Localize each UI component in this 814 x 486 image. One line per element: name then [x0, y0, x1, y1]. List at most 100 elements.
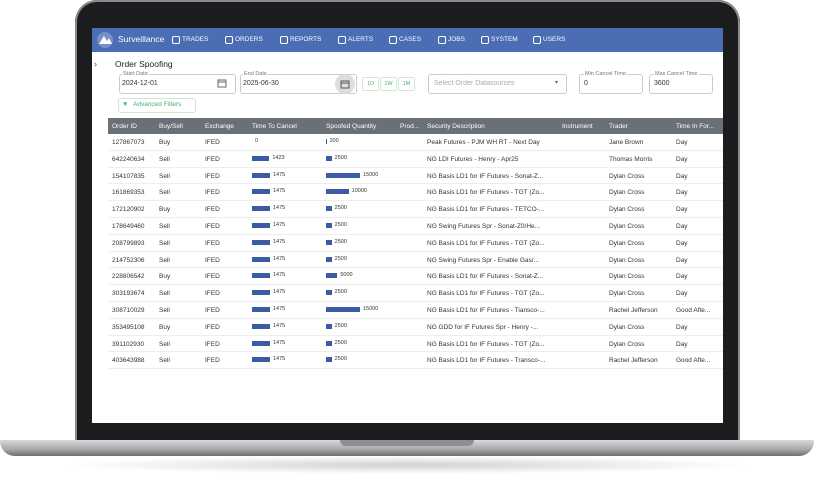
column-header[interactable]: Buy/Sell	[159, 123, 183, 130]
column-header[interactable]: Order ID	[112, 123, 137, 130]
cell-value: 2500	[334, 222, 347, 228]
table-row[interactable]	[108, 201, 723, 218]
table-row[interactable]	[108, 285, 723, 302]
range-button[interactable]: 1D	[362, 77, 379, 91]
table-row[interactable]	[108, 134, 723, 151]
cell-value: 2500	[334, 356, 347, 363]
cell: NG Basis LD1 for IF Futures - TGT (Zo...	[427, 239, 545, 247]
cell-value: 1475	[273, 339, 286, 346]
table-row[interactable]	[108, 151, 723, 168]
cell-value: 1475	[273, 322, 286, 329]
column-header[interactable]: Security Description	[427, 123, 485, 130]
column-header[interactable]: Trader	[609, 123, 628, 130]
cell: Sell	[159, 239, 170, 247]
inline-bar	[326, 206, 332, 212]
nav-item[interactable]: USERS	[543, 36, 566, 43]
cell: 172120902	[112, 206, 145, 214]
column-header[interactable]: Time In For...	[676, 123, 715, 130]
range-button[interactable]: 1M	[398, 77, 415, 91]
cell: Day	[676, 239, 688, 247]
column-header[interactable]: Exchange	[205, 123, 234, 130]
cell: Day	[676, 256, 688, 264]
cell-value: 200	[329, 138, 339, 144]
cell: Sell	[159, 172, 170, 180]
datasource-select[interactable]	[428, 74, 567, 94]
cell-value: 2500	[334, 205, 347, 212]
table-row[interactable]	[108, 252, 723, 269]
nav-icon	[533, 36, 541, 44]
cell: Day	[676, 189, 688, 197]
table-row[interactable]	[108, 184, 723, 202]
nav-item[interactable]: ALERTS	[348, 36, 374, 43]
cell: Dylan Cross	[609, 290, 645, 298]
dropdown-arrow: ▾	[555, 80, 559, 86]
inline-bar	[326, 357, 332, 363]
cell: Sell	[159, 223, 170, 230]
table-row[interactable]	[108, 352, 723, 370]
cell: Sell	[159, 189, 170, 197]
range-button[interactable]: 1W	[380, 77, 397, 91]
field-label: Min Cancel Time	[584, 71, 627, 77]
inline-bar	[252, 172, 270, 178]
cell: NG GDD for IF Futures Spr - Henry -...	[427, 323, 539, 331]
field-value: 2025-06-30	[243, 80, 279, 87]
filter-icon: ▼	[122, 101, 129, 108]
min-cancel-field[interactable]	[579, 74, 643, 94]
column-header[interactable]: Prod...	[400, 123, 420, 130]
inline-bar	[252, 223, 270, 228]
start-date-field[interactable]	[119, 74, 236, 94]
cell: Day	[676, 206, 688, 214]
cell-value: 1475	[273, 188, 286, 195]
table-row[interactable]	[108, 319, 723, 336]
column-header[interactable]: Spoofed Quantity	[326, 123, 377, 130]
nav-item[interactable]: REPORTS	[290, 36, 322, 43]
cell: Dylan Cross	[609, 340, 645, 348]
cell: IFED	[205, 189, 220, 197]
cell: Day	[676, 155, 688, 163]
field-label: Max Cancel Time	[654, 71, 699, 77]
table-row[interactable]	[108, 302, 723, 319]
brand[interactable]: Surveillance	[118, 34, 165, 44]
table-row[interactable]	[108, 168, 723, 185]
field-value: 0	[584, 80, 588, 87]
cell: 154107835	[112, 172, 145, 180]
cell: NG Basis LD1 for IF Futures - TGT (Zo...	[427, 340, 545, 348]
cell-value: 1423	[272, 154, 285, 161]
nav-item[interactable]: TRADES	[182, 36, 209, 43]
table-row[interactable]	[108, 336, 723, 353]
inline-bar	[252, 290, 270, 296]
cell: IFED	[205, 340, 220, 348]
cell: NG Basis LD1 for IF Futures - Sonat-Z...	[427, 273, 544, 281]
nav-item[interactable]: SYSTEM	[491, 36, 518, 43]
cell: IFED	[205, 206, 220, 214]
table-row[interactable]	[108, 268, 723, 286]
cell: IFED	[205, 239, 220, 247]
cell: Buy	[159, 273, 171, 281]
cell: Sell	[159, 307, 170, 314]
sidebar-toggle[interactable]: ›	[94, 59, 97, 69]
inline-bar	[326, 223, 332, 228]
cell: 178649460	[112, 223, 145, 230]
laptop-base	[0, 440, 814, 456]
cell: NG Basis LD1 for IF Futures - Tiansco-..…	[427, 307, 545, 314]
cell: NG Basis LD1 for IF Futures - Transco-..…	[427, 357, 546, 365]
cell-value: 2500	[334, 238, 347, 245]
cell: NG Basis LD1 for IF Futures - TGT (Zo...	[427, 290, 545, 298]
cell-value: 1475	[273, 289, 286, 296]
table-row[interactable]	[108, 235, 723, 252]
table-row[interactable]	[108, 218, 723, 235]
column-header[interactable]: Instrument	[562, 123, 593, 130]
column-header[interactable]: Time To Cancel	[252, 123, 297, 130]
end-date-field[interactable]	[240, 74, 357, 94]
cell: Sell	[159, 155, 170, 163]
advanced-filters-button[interactable]	[118, 98, 196, 113]
inline-bar	[326, 256, 332, 262]
cell: 391102930	[112, 340, 145, 348]
calendar-button[interactable]	[335, 74, 355, 94]
calendar-icon[interactable]	[217, 78, 227, 88]
cell-value: 1475	[273, 222, 286, 228]
nav-item[interactable]: ORDERS	[235, 36, 263, 43]
inline-bar	[252, 340, 270, 346]
nav-item[interactable]: CASES	[399, 36, 422, 43]
nav-item[interactable]: JOBS	[448, 36, 465, 43]
